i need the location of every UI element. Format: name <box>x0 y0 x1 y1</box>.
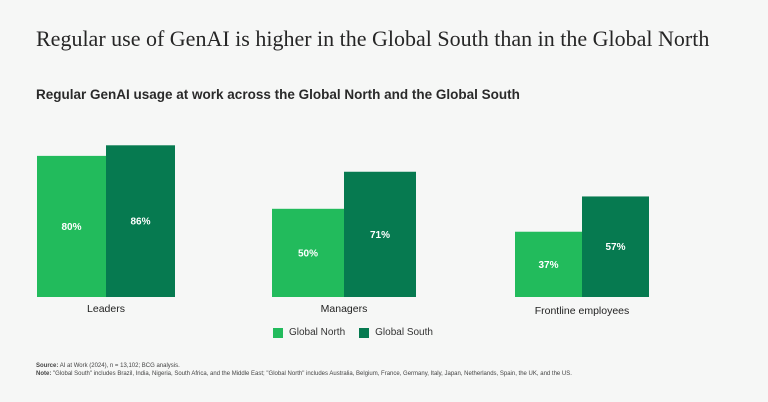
note-line: Note: "Global South" includes Brazil, In… <box>36 370 572 378</box>
data-label-global-north-1: 80% <box>61 222 81 233</box>
legend-item-global-north: Global North <box>273 327 345 338</box>
legend-label-global-north: Global North <box>289 327 346 338</box>
legend-label-global-south: Global South <box>375 327 433 338</box>
legend-swatch-global-south <box>359 327 370 338</box>
legend-item-global-south: Global South <box>359 327 433 338</box>
footnotes: Source: AI at Work (2024), n = 13,102; B… <box>36 362 572 378</box>
bar-global-north-1 <box>37 155 106 297</box>
category-label-3: Frontline employees <box>535 305 630 317</box>
data-label-global-north-2: 50% <box>298 248 318 259</box>
source-note: Source: AI at Work (2024), n = 13,102; B… <box>36 362 572 370</box>
legend: Global North Global South <box>273 327 447 338</box>
bar-global-north-2 <box>272 208 344 297</box>
legend-swatch-global-north <box>273 327 283 338</box>
note-text: "Global South" includes Brazil, India, N… <box>53 371 572 377</box>
source-label: Source: <box>36 363 59 369</box>
bar-global-south-2 <box>344 171 416 297</box>
data-label-global-south-2: 71% <box>370 230 390 241</box>
bar-global-north-3 <box>515 231 582 297</box>
bar-global-south-1 <box>106 145 175 297</box>
category-label-2: Managers <box>321 303 368 315</box>
data-label-global-south-1: 86% <box>130 217 150 228</box>
page-title: Regular use of GenAI is higher in the Gl… <box>36 26 710 51</box>
chart-title: Regular GenAI usage at work across the G… <box>36 87 520 102</box>
data-label-global-south-3: 57% <box>605 242 625 253</box>
source-text: AI at Work (2024), n = 13,102; BCG analy… <box>59 363 180 369</box>
category-label-1: Leaders <box>87 303 125 315</box>
bar-global-south-3 <box>582 196 649 297</box>
note-label: Note: <box>36 371 52 377</box>
data-label-global-north-3: 37% <box>538 260 558 271</box>
